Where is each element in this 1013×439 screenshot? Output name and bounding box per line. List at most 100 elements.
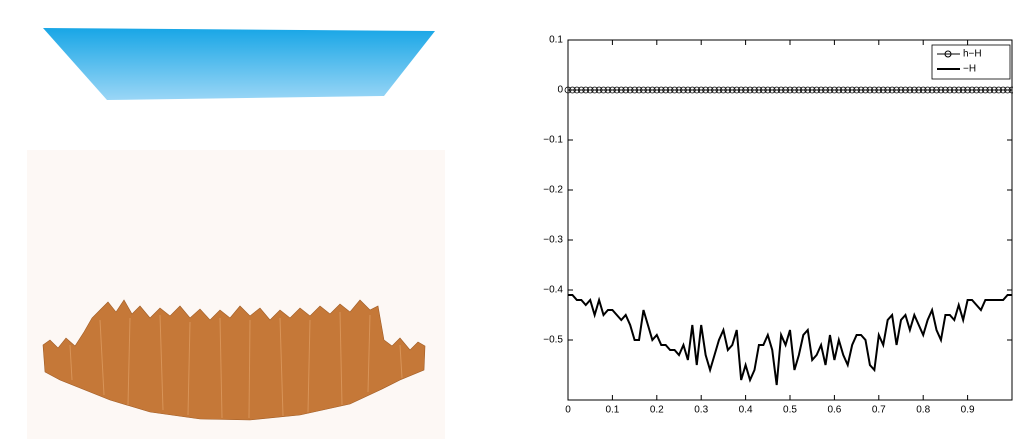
data-marker [702, 86, 710, 94]
data-marker [910, 86, 918, 94]
legend-label: −H [963, 64, 976, 75]
x-tick-label: 0.9 [961, 405, 975, 416]
data-marker [933, 86, 940, 94]
data-marker [1004, 86, 1011, 94]
data-marker [875, 86, 883, 94]
y-tick-label: 0.1 [549, 35, 563, 46]
data-marker [666, 86, 674, 94]
data-marker [1008, 86, 1013, 94]
data-marker [737, 86, 745, 94]
data-marker [648, 86, 656, 94]
data-marker [640, 86, 647, 94]
data-marker [862, 86, 869, 94]
data-marker [799, 86, 807, 94]
data-marker [804, 86, 812, 94]
topography-texture [69, 311, 403, 419]
data-marker [720, 86, 727, 94]
data-marker [786, 86, 794, 94]
data-marker [964, 86, 971, 94]
data-marker [822, 86, 829, 94]
data-marker [742, 86, 749, 94]
data-marker [857, 86, 865, 94]
data-marker [950, 86, 958, 94]
data-marker [715, 86, 723, 94]
data-marker [724, 86, 732, 94]
data-marker [613, 86, 621, 94]
data-marker [697, 86, 705, 94]
y-tick-label: −0.4 [543, 285, 563, 296]
data-marker [577, 86, 585, 94]
data-marker [746, 86, 754, 94]
data-marker [582, 86, 590, 94]
data-marker [968, 86, 976, 94]
x-tick-label: 0.4 [739, 405, 753, 416]
data-marker [635, 86, 643, 94]
data-marker [573, 86, 581, 94]
data-marker [684, 86, 692, 94]
data-marker [751, 86, 758, 94]
data-marker [600, 86, 607, 94]
y-tick-label: −0.1 [543, 135, 563, 146]
data-marker [711, 86, 718, 94]
data-marker [755, 86, 763, 94]
data-marker [897, 86, 905, 94]
data-marker [569, 86, 576, 94]
line-chart: 0.1 0 −0.1 −0.2 −0.3 −0.4 −0.5 0 0.1 0.2 0.3 0.4 0.5… [543, 35, 1013, 416]
data-marker [795, 86, 803, 94]
data-marker [853, 86, 860, 94]
data-marker [644, 86, 652, 94]
data-marker [999, 86, 1007, 94]
data-marker [688, 86, 696, 94]
y-tick-label: −0.2 [543, 185, 563, 196]
data-marker [680, 86, 687, 94]
data-marker [995, 86, 1003, 94]
data-marker [733, 86, 741, 94]
data-marker [773, 86, 781, 94]
data-marker [959, 86, 967, 94]
data-marker [764, 86, 772, 94]
data-marker [839, 86, 847, 94]
legend-label: h−H [963, 49, 982, 60]
legend-box [931, 44, 1011, 80]
data-marker [808, 86, 816, 94]
data-marker [626, 86, 634, 94]
data-marker [617, 86, 625, 94]
data-marker [728, 86, 736, 94]
data-marker [884, 86, 892, 94]
data-marker [844, 86, 852, 94]
data-marker [791, 86, 798, 94]
data-marker [986, 86, 994, 94]
data-marker [591, 86, 599, 94]
data-marker [946, 86, 954, 94]
data-marker [653, 86, 661, 94]
data-marker [893, 86, 900, 94]
data-marker [848, 86, 856, 94]
data-marker [662, 86, 670, 94]
data-marker [777, 86, 785, 94]
data-marker [973, 86, 980, 94]
data-marker [942, 86, 949, 94]
data-marker [595, 86, 603, 94]
bottom-topography [42, 299, 426, 421]
y-tick-label: −0.5 [543, 335, 563, 346]
data-marker [564, 86, 572, 94]
data-marker [622, 86, 630, 94]
data-marker [826, 86, 834, 94]
x-tick-label: 0.2 [650, 405, 664, 416]
x-tick-label: 0.5 [783, 405, 797, 416]
data-marker [915, 86, 923, 94]
data-marker [977, 86, 985, 94]
data-marker [835, 86, 843, 94]
data-marker [928, 86, 936, 94]
data-marker [657, 86, 665, 94]
data-marker [631, 86, 638, 94]
x-tick-label: 0 [565, 405, 571, 416]
data-marker [919, 86, 927, 94]
data-marker [879, 86, 887, 94]
data-marker [906, 86, 914, 94]
data-marker [870, 86, 878, 94]
data-marker [609, 86, 616, 94]
data-marker [955, 86, 963, 94]
data-marker [586, 86, 594, 94]
